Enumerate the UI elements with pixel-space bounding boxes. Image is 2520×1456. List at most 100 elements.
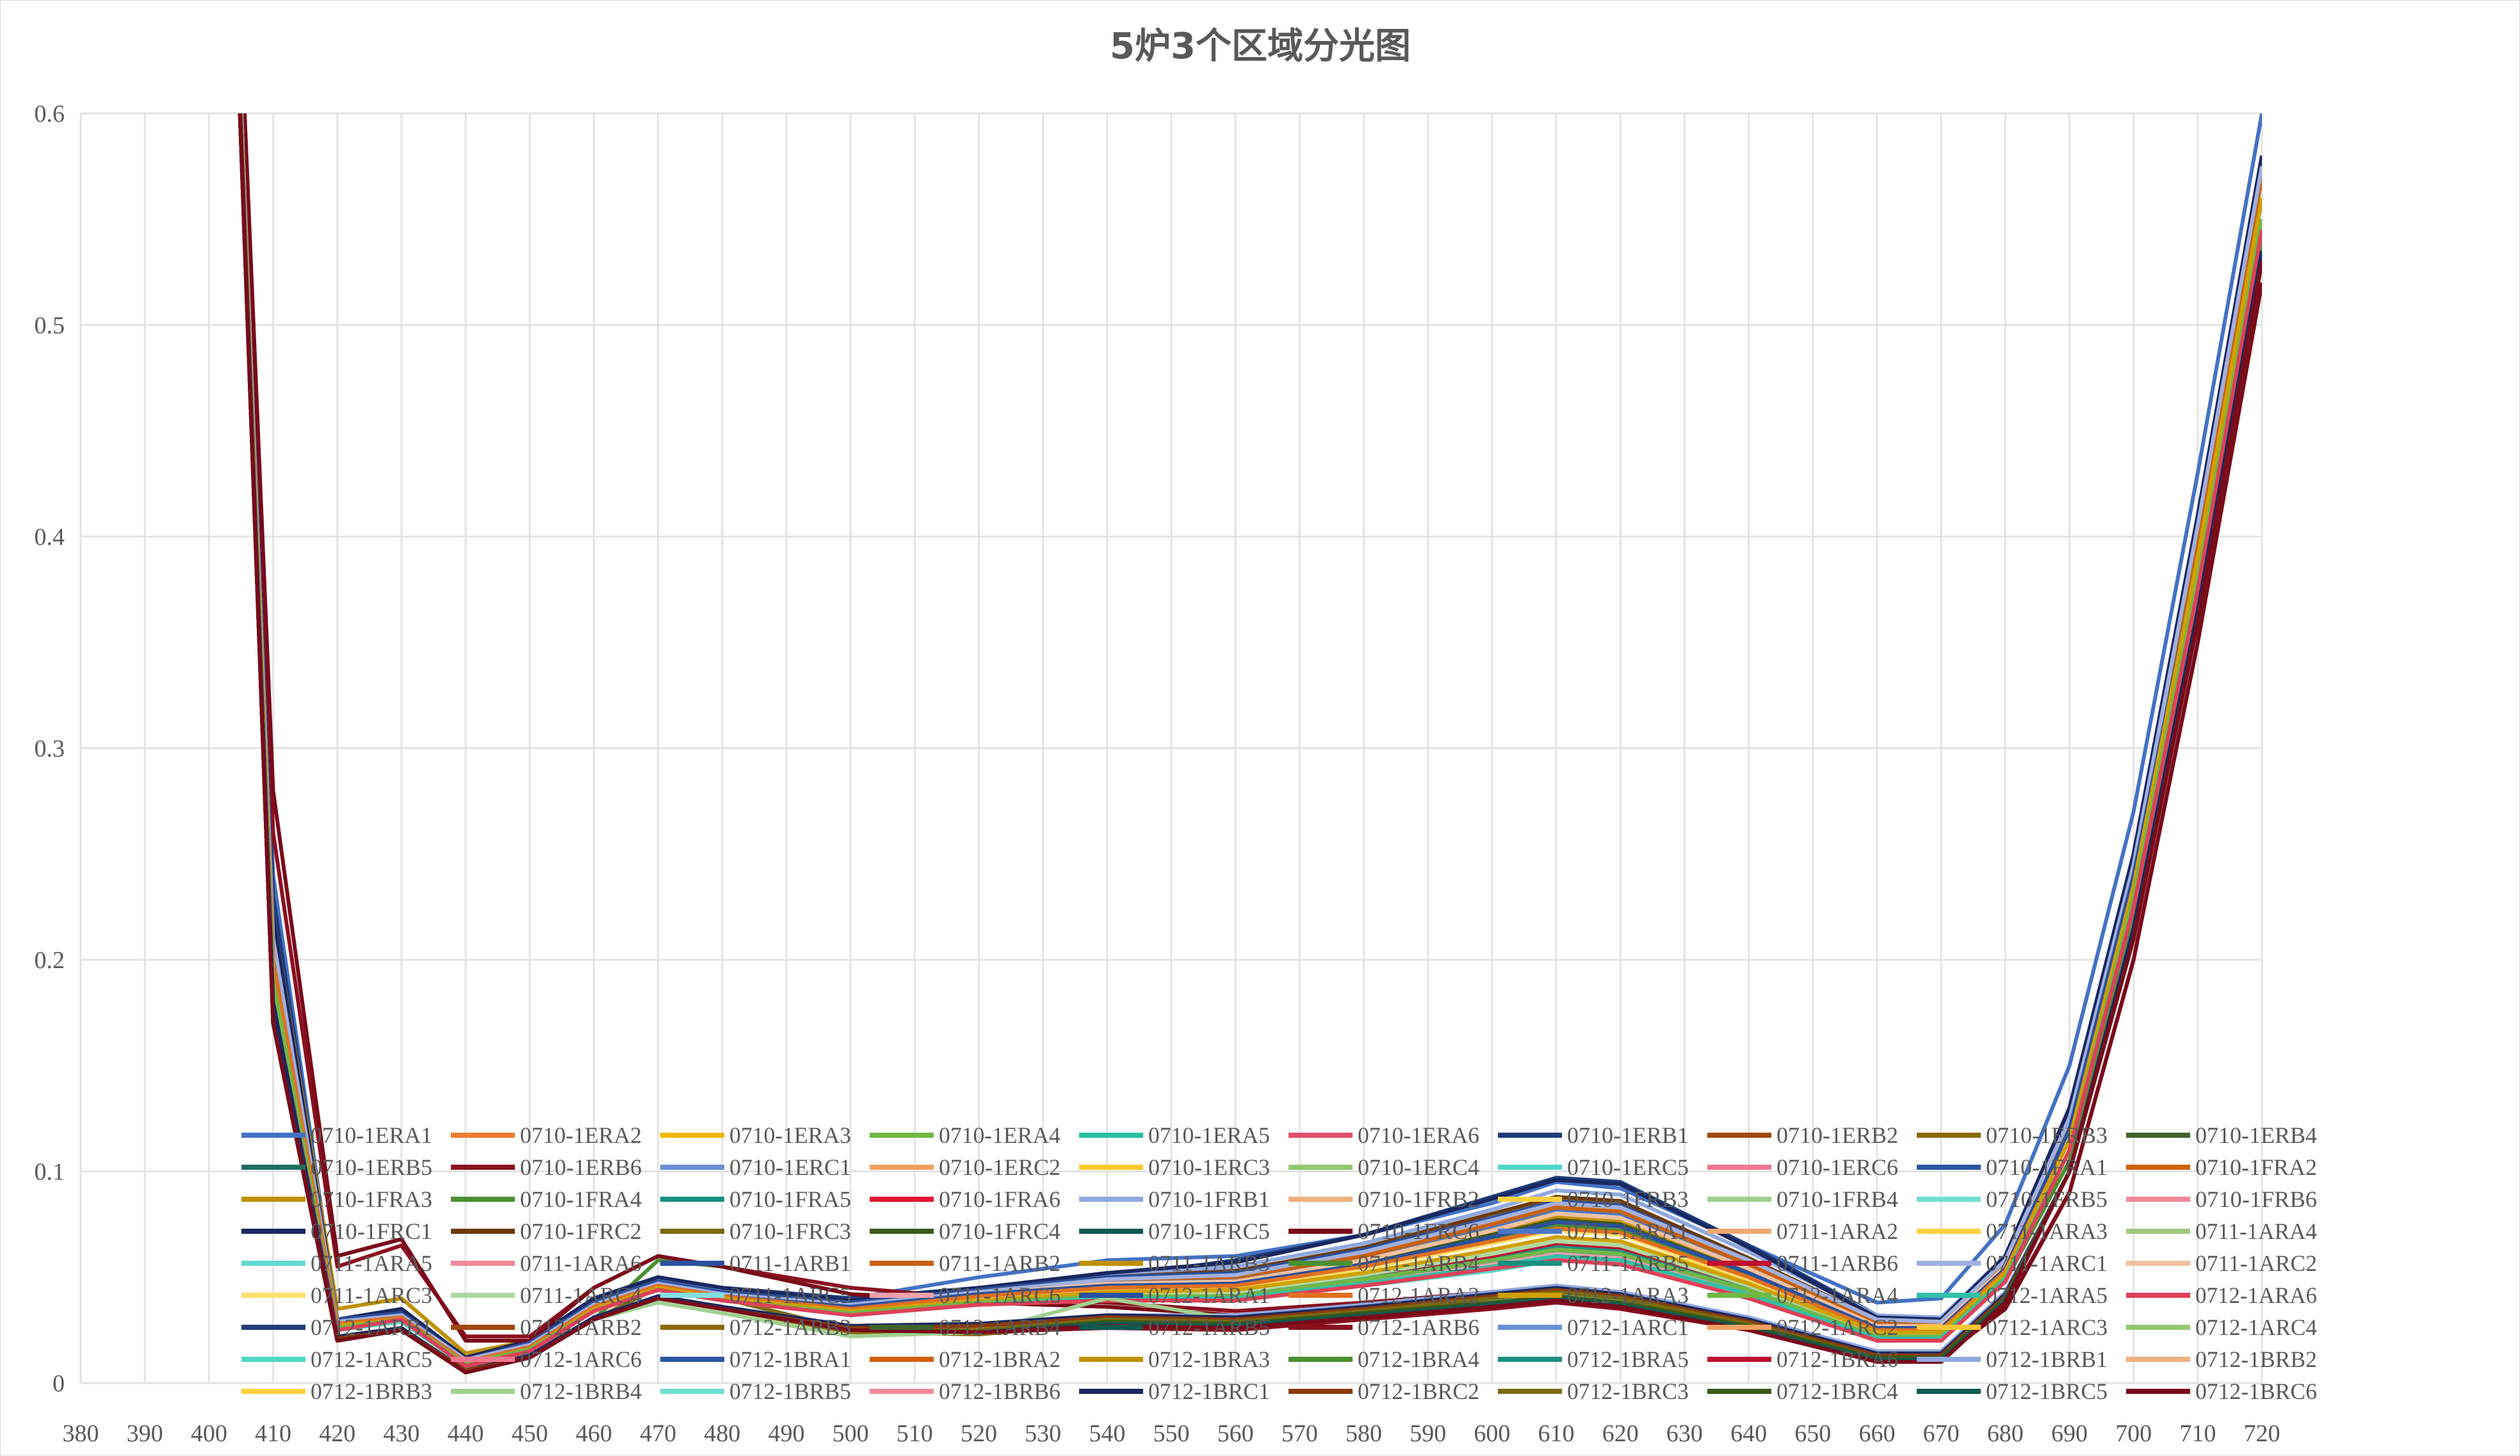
legend-label: 0711-1ARA6 xyxy=(520,1250,642,1276)
legend-item: 0710-1FRB6 xyxy=(2126,1186,2317,1212)
legend-label: 0710-1ERA2 xyxy=(520,1122,642,1148)
legend-label: 0711-1ARA1 xyxy=(1567,1218,1689,1244)
legend-item: 0712-1ARA5 xyxy=(1917,1282,2108,1308)
x-tick-label: 400 xyxy=(191,1420,227,1447)
y-tick-label: 0.3 xyxy=(35,736,65,763)
legend-item: 0712-1BRB4 xyxy=(451,1379,642,1404)
x-tick-label: 690 xyxy=(2051,1420,2088,1447)
x-tick-label: 390 xyxy=(127,1420,163,1447)
legend-item: 0710-1FRA5 xyxy=(660,1186,851,1212)
legend-item: 0711-1ARB5 xyxy=(1498,1250,1689,1276)
legend-label: 0712-1BRC2 xyxy=(1358,1379,1479,1404)
legend-label: 0712-1BRC4 xyxy=(1776,1379,1898,1404)
legend-label: 0710-1FRB2 xyxy=(1358,1186,1479,1212)
x-tick-label: 380 xyxy=(63,1420,99,1447)
legend-label: 0710-1ERA3 xyxy=(729,1122,851,1148)
legend-label: 0712-1BRB6 xyxy=(939,1379,1061,1404)
legend-label: 0710-1FRC5 xyxy=(1148,1218,1270,1244)
legend-label: 0712-1BRB5 xyxy=(729,1379,851,1404)
legend-label: 0712-1BRA2 xyxy=(939,1347,1061,1372)
legend-label: 0712-1ARB6 xyxy=(1358,1314,1479,1340)
legend-item: 0710-1ERA2 xyxy=(451,1122,642,1148)
legend-label: 0710-1ERC5 xyxy=(1567,1154,1689,1180)
legend-item: 0712-1ARB3 xyxy=(660,1314,851,1340)
chart-title: 5炉3个区域分光图 xyxy=(1110,26,1411,67)
legend-item: 0712-1BRC2 xyxy=(1288,1379,1479,1404)
legend-item: 0710-1FRC3 xyxy=(660,1218,851,1244)
legend-item: 0710-1ERA3 xyxy=(660,1122,851,1148)
x-tick-label: 600 xyxy=(1474,1420,1510,1447)
legend-item: 0710-1ERC6 xyxy=(1707,1154,1898,1180)
x-tick-label: 720 xyxy=(2244,1420,2280,1447)
legend-item: 0712-1ARB4 xyxy=(870,1314,1061,1340)
legend-item: 0710-1ERB3 xyxy=(1917,1122,2108,1148)
legend-item: 0712-1ARB6 xyxy=(1288,1314,1479,1340)
legend-label: 0712-1ARC3 xyxy=(1986,1314,2108,1340)
legend-item: 0710-1ERB1 xyxy=(1498,1122,1689,1148)
legend-item: 0711-1ARC2 xyxy=(2126,1250,2317,1276)
legend-item: 0710-1FRB2 xyxy=(1288,1186,1479,1212)
legend-item: 0710-1ERC5 xyxy=(1498,1154,1689,1180)
legend-label: 0710-1ERC1 xyxy=(729,1154,851,1180)
legend-label: 0711-1ARB2 xyxy=(939,1250,1061,1276)
legend-label: 0710-1ERC3 xyxy=(1148,1154,1270,1180)
x-tick-label: 470 xyxy=(640,1420,676,1447)
legend-label: 0710-1FRA4 xyxy=(520,1186,642,1212)
legend-item: 0711-1ARA2 xyxy=(1707,1218,1898,1244)
legend-item: 0712-1ARC1 xyxy=(1498,1314,1689,1340)
x-tick-label: 700 xyxy=(2115,1420,2152,1447)
legend-item: 0710-1ERA6 xyxy=(1288,1122,1479,1148)
legend-item: 0710-1FRC4 xyxy=(870,1218,1061,1244)
legend-item: 0712-1BRA6 xyxy=(1707,1347,1898,1372)
y-axis-ticks: 0 0.1 0.2 0.3 0.4 0.5 0.6 xyxy=(35,101,65,1397)
legend-label: 0710-1FRB4 xyxy=(1776,1186,1898,1212)
legend-label: 0711-1ARC2 xyxy=(2195,1250,2317,1276)
legend-label: 0710-1FRB1 xyxy=(1148,1186,1270,1212)
y-tick-label: 0.4 xyxy=(35,524,65,551)
legend-label: 0712-1BRC6 xyxy=(2195,1379,2317,1404)
x-tick-label: 520 xyxy=(961,1420,997,1447)
legend-label: 0710-1ERB4 xyxy=(2195,1122,2317,1148)
legend-label: 0710-1ERA1 xyxy=(311,1122,432,1148)
legend-item: 0712-1ARA2 xyxy=(1288,1282,1479,1308)
legend-item: 0712-1BRA1 xyxy=(660,1347,851,1372)
legend-item: 0710-1FRB4 xyxy=(1707,1186,1898,1212)
legend-label: 0712-1ARC1 xyxy=(1567,1314,1689,1340)
legend-label: 0712-1ARA2 xyxy=(1358,1282,1479,1308)
x-tick-label: 560 xyxy=(1217,1420,1254,1447)
legend-label: 0711-1ARB1 xyxy=(729,1250,851,1276)
legend-item: 0710-1FRB5 xyxy=(1917,1186,2108,1212)
legend-label: 0711-1ARB5 xyxy=(1567,1250,1689,1276)
legend-item: 0711-1ARA3 xyxy=(1917,1218,2108,1244)
legend-item: 0712-1BRB1 xyxy=(1917,1347,2108,1372)
series-line-0712-1ARA6 xyxy=(238,113,2262,1368)
legend-label: 0712-1BRA1 xyxy=(729,1347,851,1372)
legend-item: 0712-1ARC5 xyxy=(241,1347,432,1372)
legend-label: 0712-1ARA3 xyxy=(1567,1282,1689,1308)
legend-label: 0710-1ERC2 xyxy=(939,1154,1061,1180)
legend-label: 0710-1ERA4 xyxy=(939,1122,1061,1148)
legend-item: 0712-1BRA4 xyxy=(1288,1347,1479,1372)
x-tick-label: 670 xyxy=(1923,1420,1960,1447)
x-tick-label: 440 xyxy=(448,1420,484,1447)
legend-item: 0710-1FRC1 xyxy=(241,1218,432,1244)
legend-label: 0711-1ARA2 xyxy=(1776,1218,1898,1244)
legend-label: 0710-1FRB3 xyxy=(1567,1186,1689,1212)
legend-label: 0712-1BRA6 xyxy=(1776,1347,1898,1372)
legend-item: 0710-1ERB4 xyxy=(2126,1122,2317,1148)
legend-label: 0710-1FRA1 xyxy=(1986,1154,2108,1180)
legend-label: 0712-1ARB1 xyxy=(311,1314,432,1340)
x-tick-label: 660 xyxy=(1858,1420,1895,1447)
legend-label: 0710-1FRB6 xyxy=(2195,1186,2317,1212)
x-tick-label: 510 xyxy=(897,1420,933,1447)
x-tick-label: 650 xyxy=(1794,1420,1831,1447)
legend-item: 0712-1ARC3 xyxy=(1917,1314,2108,1340)
x-tick-label: 680 xyxy=(1987,1420,2024,1447)
legend-item: 0710-1FRB3 xyxy=(1498,1186,1689,1212)
legend-item: 0711-1ARA6 xyxy=(451,1250,642,1276)
x-axis-ticks: 380 390 400 410 420 430 440 450 460 470 480 490 500 5… xyxy=(63,1420,2280,1447)
legend-label: 0712-1BRA4 xyxy=(1358,1347,1479,1372)
legend-label: 0712-1BRA5 xyxy=(1567,1347,1689,1372)
legend-label: 0711-1ARC4 xyxy=(520,1282,642,1308)
legend-item: 0711-1ARB4 xyxy=(1288,1250,1479,1276)
